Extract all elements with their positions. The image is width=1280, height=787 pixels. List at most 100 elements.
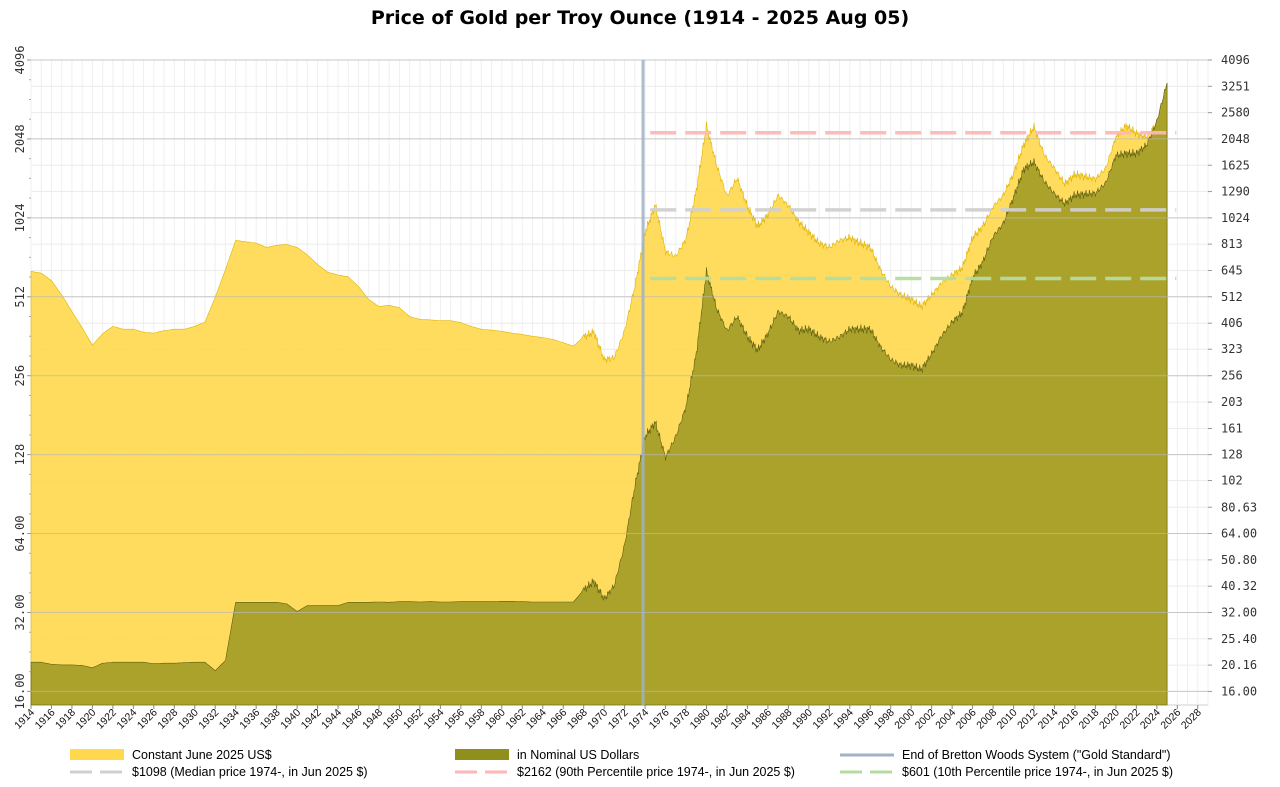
y-tick-label-left: 64.00 bbox=[13, 516, 27, 552]
x-tick-label: 1958 bbox=[462, 707, 487, 732]
legend-item-bretton-woods: End of Bretton Woods System ("Gold Stand… bbox=[840, 748, 1171, 762]
y-tick-label-right: 256 bbox=[1221, 369, 1243, 383]
x-tick-label: 2002 bbox=[913, 707, 938, 732]
x-tick-label: 1986 bbox=[749, 707, 774, 732]
x-tick-label: 1956 bbox=[442, 707, 467, 732]
x-tick-label: 1994 bbox=[831, 707, 856, 732]
legend-item-p10: $601 (10th Percentile price 1974-, in Ju… bbox=[840, 765, 1173, 779]
x-tick-label: 2024 bbox=[1138, 707, 1163, 732]
legend-label: End of Bretton Woods System ("Gold Stand… bbox=[902, 748, 1171, 762]
x-tick-label: 1944 bbox=[319, 707, 344, 732]
legend-label: in Nominal US Dollars bbox=[517, 748, 639, 762]
x-tick-label: 2022 bbox=[1118, 707, 1143, 732]
legend: Constant June 2025 US$ in Nominal US Doll… bbox=[70, 748, 1173, 779]
y-tick-label-right: 1290 bbox=[1221, 185, 1250, 199]
y-tick-label-right: 80.63 bbox=[1221, 500, 1257, 514]
y-tick-label-left: 128 bbox=[13, 444, 27, 466]
x-tick-label: 1930 bbox=[176, 707, 201, 732]
x-tick-label: 1992 bbox=[810, 707, 835, 732]
y-tick-label-right: 813 bbox=[1221, 237, 1243, 251]
x-tick-label: 1960 bbox=[483, 707, 508, 732]
y-tick-label-left: 16.00 bbox=[13, 673, 27, 709]
x-tick-label: 1946 bbox=[340, 707, 365, 732]
y-tick-label-right: 203 bbox=[1221, 395, 1243, 409]
y-tick-label-right: 16.00 bbox=[1221, 684, 1257, 698]
x-tick-label: 1984 bbox=[729, 707, 754, 732]
y-tick-label-right: 406 bbox=[1221, 316, 1243, 330]
x-tick-label: 1952 bbox=[401, 707, 426, 732]
legend-label: Constant June 2025 US$ bbox=[132, 748, 272, 762]
x-tick-label: 2026 bbox=[1158, 707, 1183, 732]
y-tick-label-right: 2580 bbox=[1221, 106, 1250, 120]
x-tick-label: 1998 bbox=[872, 707, 897, 732]
x-tick-label: 1938 bbox=[258, 707, 283, 732]
y-tick-label-right: 25.40 bbox=[1221, 632, 1257, 646]
x-tick-label: 1954 bbox=[422, 707, 447, 732]
x-tick-label: 1918 bbox=[53, 707, 78, 732]
y-tick-label-right: 20.16 bbox=[1221, 658, 1257, 672]
legend-swatch bbox=[70, 749, 124, 760]
legend-label: $2162 (90th Percentile price 1974-, in J… bbox=[517, 765, 795, 779]
y-tick-label-right: 128 bbox=[1221, 448, 1243, 462]
x-tick-label: 1976 bbox=[647, 707, 672, 732]
x-tick-label: 2016 bbox=[1056, 707, 1081, 732]
y-tick-label-left: 1024 bbox=[13, 203, 27, 232]
x-tick-label: 2028 bbox=[1179, 707, 1204, 732]
x-tick-label: 1922 bbox=[94, 707, 119, 732]
y-tick-label-left: 2048 bbox=[13, 124, 27, 153]
x-tick-label: 2004 bbox=[933, 707, 958, 732]
legend-swatch bbox=[455, 749, 509, 760]
chart-title: Price of Gold per Troy Ounce (1914 - 202… bbox=[371, 7, 909, 29]
x-tick-label: 1988 bbox=[770, 707, 795, 732]
x-tick-label: 2012 bbox=[1015, 707, 1040, 732]
x-tick-label: 1968 bbox=[565, 707, 590, 732]
y-tick-label-right: 323 bbox=[1221, 342, 1243, 356]
x-tick-label: 1990 bbox=[790, 707, 815, 732]
y-tick-label-right: 3251 bbox=[1221, 79, 1250, 93]
x-tick-label: 1966 bbox=[544, 707, 569, 732]
y-tick-label-right: 161 bbox=[1221, 422, 1243, 436]
x-tick-label: 1964 bbox=[524, 707, 549, 732]
y-tick-label-right: 1625 bbox=[1221, 158, 1250, 172]
x-tick-label: 2010 bbox=[995, 707, 1020, 732]
x-tick-label: 2008 bbox=[974, 707, 999, 732]
legend-item-nominal: in Nominal US Dollars bbox=[455, 748, 639, 762]
y-tick-label-right: 32.00 bbox=[1221, 605, 1257, 619]
x-tick-label: 1982 bbox=[708, 707, 733, 732]
x-tick-label: 2018 bbox=[1077, 707, 1102, 732]
x-tick-label: 1936 bbox=[237, 707, 262, 732]
x-tick-label: 1978 bbox=[667, 707, 692, 732]
plot-area: 16.00 32.00 64.00 128 256 512 1024 2048 4096 16.0… bbox=[12, 46, 1257, 732]
y-tick-label-left: 32.00 bbox=[13, 594, 27, 630]
x-tick-label: 1942 bbox=[299, 707, 324, 732]
x-tick-label: 1980 bbox=[688, 707, 713, 732]
x-tick-label: 1974 bbox=[626, 707, 651, 732]
legend-item-p90: $2162 (90th Percentile price 1974-, in J… bbox=[455, 765, 795, 779]
x-tick-label: 1996 bbox=[851, 707, 876, 732]
x-tick-label: 2000 bbox=[892, 707, 917, 732]
x-tick-label: 1928 bbox=[155, 707, 180, 732]
y-tick-label-right: 645 bbox=[1221, 263, 1243, 277]
legend-item-median: $1098 (Median price 1974-, in Jun 2025 $… bbox=[70, 765, 368, 779]
y-tick-label-right: 1024 bbox=[1221, 211, 1250, 225]
y-tick-label-left: 4096 bbox=[13, 46, 27, 75]
x-tick-label: 1948 bbox=[360, 707, 385, 732]
x-tick-label: 1934 bbox=[217, 707, 242, 732]
x-tick-label: 1962 bbox=[503, 707, 528, 732]
y-tick-label-right: 50.80 bbox=[1221, 553, 1257, 567]
y-tick-label-right: 512 bbox=[1221, 290, 1243, 304]
x-tick-label: 1916 bbox=[33, 707, 58, 732]
x-tick-label: 1932 bbox=[196, 707, 221, 732]
series-area-nominal-dollars bbox=[30, 82, 1168, 706]
y-tick-label-right: 40.32 bbox=[1221, 579, 1257, 593]
x-tick-label: 2014 bbox=[1036, 707, 1061, 732]
x-tick-label: 1940 bbox=[278, 707, 303, 732]
x-tick-label: 1924 bbox=[114, 707, 139, 732]
x-tick-label: 2006 bbox=[954, 707, 979, 732]
x-tick-label: 1970 bbox=[585, 707, 610, 732]
y-tick-label-right: 102 bbox=[1221, 473, 1243, 487]
y-tick-label-right: 64.00 bbox=[1221, 527, 1257, 541]
x-tick-label: 1972 bbox=[606, 707, 631, 732]
x-tick-label: 1920 bbox=[74, 707, 99, 732]
